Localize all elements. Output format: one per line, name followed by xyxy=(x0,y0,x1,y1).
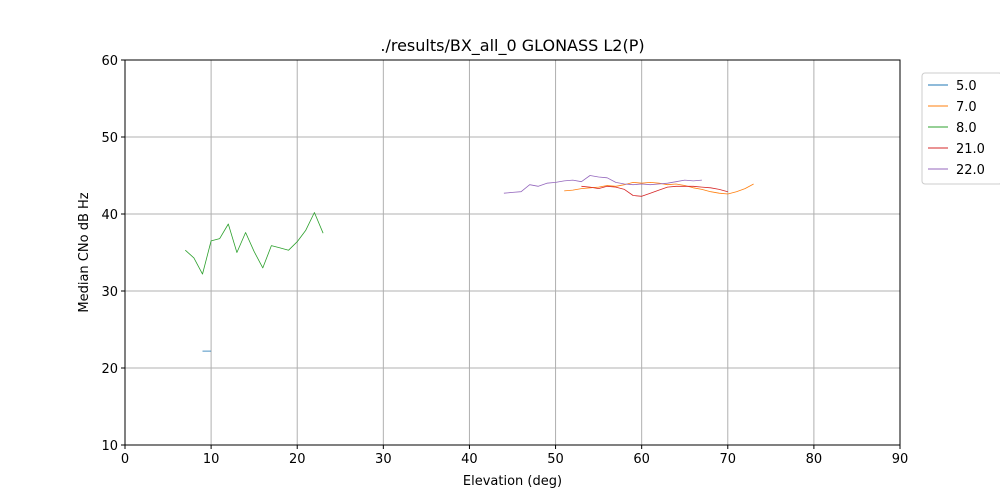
x-tick-label: 60 xyxy=(633,452,650,467)
x-tick-label: 0 xyxy=(121,452,129,467)
y-tick-label: 20 xyxy=(101,362,118,377)
x-tick-label: 20 xyxy=(289,452,306,467)
y-tick-label: 30 xyxy=(101,285,118,300)
series-line-8-0 xyxy=(185,212,324,275)
x-axis-label: Elevation (deg) xyxy=(463,474,562,489)
x-tick-label: 70 xyxy=(720,452,737,467)
legend-label: 8.0 xyxy=(956,121,977,136)
x-tick-label: 10 xyxy=(203,452,220,467)
series-group xyxy=(185,175,754,352)
x-tick-label: 80 xyxy=(806,452,823,467)
legend: 5.0 7.0 8.0 21.0 22.0 xyxy=(921,72,1000,185)
legend-label: 7.0 xyxy=(956,100,977,115)
x-tick-label: 30 xyxy=(375,452,392,467)
series-line-21-0 xyxy=(581,185,728,197)
series-line-22-0 xyxy=(503,175,702,194)
legend-label: 5.0 xyxy=(956,79,977,94)
series-line-7-0 xyxy=(564,181,754,195)
x-tick-label: 90 xyxy=(892,452,909,467)
y-tick-label: 60 xyxy=(101,54,118,69)
y-axis: 10 20 30 40 50 60 xyxy=(101,54,125,454)
y-tick-label: 40 xyxy=(101,208,118,223)
plot-frame xyxy=(124,59,901,446)
legend-label: 21.0 xyxy=(956,142,985,157)
x-tick-label: 40 xyxy=(461,452,478,467)
y-tick-label: 50 xyxy=(101,131,118,146)
legend-box xyxy=(921,72,1000,185)
x-axis: 0 10 20 30 40 50 60 70 80 90 xyxy=(121,445,908,467)
legend-label: 22.0 xyxy=(956,163,985,178)
y-axis-label: Median CNo dB Hz xyxy=(77,192,92,312)
chart-title: ./results/BX_all_0 GLONASS L2(P) xyxy=(380,36,644,56)
y-tick-label: 10 xyxy=(101,439,118,454)
x-tick-label: 50 xyxy=(547,452,564,467)
